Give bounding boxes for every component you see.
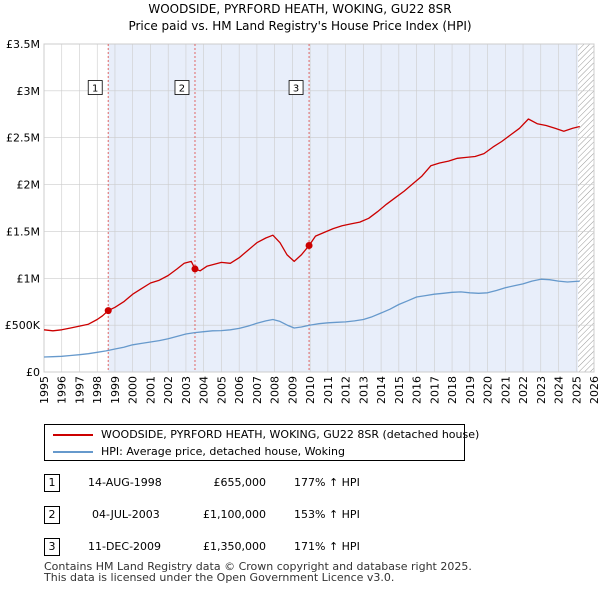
y-tick-label: £2M [17,179,41,192]
y-tick-label: £1.5M [6,225,40,238]
x-tick-label: 1998 [91,376,104,404]
footer-licence: This data is licensed under the Open Gov… [44,571,395,584]
y-tick-label: £2.5M [6,132,40,145]
sale-point [104,307,112,315]
x-tick-label: 2013 [357,376,370,404]
x-tick-label: 2021 [499,376,512,404]
sale-label-box [288,80,304,95]
x-tick-label: 2026 [588,376,600,404]
x-tick-label: 2020 [482,376,495,404]
x-tick-label: 2007 [251,376,264,404]
sale-label-text: 3 [293,84,299,95]
x-tick-label: 2001 [144,376,157,404]
transaction-hpi: 171% ↑ HPI [294,540,360,553]
y-tick-label: £0 [26,366,40,379]
sale-label: 2 [174,80,190,95]
footer: Contains HM Land Registry data © Crown c… [44,561,472,583]
x-tick-label: 2023 [535,376,548,404]
sale-label-text: 2 [179,84,185,95]
sale-label-box [87,80,103,95]
sale-label-box [174,80,190,95]
y-tick-label: £3.5M [6,38,40,51]
x-tick-label: 2016 [411,376,424,404]
transaction-date: 11-DEC-2009 [88,540,162,553]
hpi-line [43,278,580,358]
forecast-hatch [578,44,594,372]
x-tick-label: 2025 [570,376,583,404]
x-tick-label: 2010 [304,376,317,404]
y-tick-label: £3M [17,85,41,98]
x-tick-label: 1996 [56,376,69,404]
transaction-date: 14-AUG-1998 [88,476,162,489]
legend: WOODSIDE, PYRFORD HEATH, WOKING, GU22 8S… [44,424,479,461]
x-tick-label: 2008 [269,376,282,404]
x-tick-label: 1997 [73,376,86,404]
x-tick-label: 2019 [464,376,477,404]
x-tick-label: 2000 [127,376,140,404]
x-tick-label: 2024 [553,376,566,404]
legend-swatch-hpi [53,451,93,453]
transaction-price: £1,350,000 [203,540,266,553]
y-tick-label: £500K [5,319,41,332]
x-tick-label: 2009 [286,376,299,404]
sale-label: 3 [288,80,304,95]
transaction-hpi: 153% ↑ HPI [294,508,360,521]
footer-copyright: Contains HM Land Registry data © Crown c… [44,560,472,573]
x-tick-label: 2003 [180,376,193,404]
property-price-line [43,118,580,332]
x-tick-label: 2005 [215,376,228,404]
transaction-number: 2 [44,506,60,524]
legend-swatch-property [53,434,93,436]
price-chart: 1 2 3 £0 £500K £1M £1.5M £2M £2.5M £3M £3.5M 1995… [5,38,600,404]
x-tick-label: 2018 [446,376,459,404]
x-tick-label: 2017 [428,376,441,404]
chart-title: WOODSIDE, PYRFORD HEATH, WOKING, GU22 8S… [148,2,452,16]
transaction-number: 1 [44,474,60,492]
legend-label-hpi: HPI: Average price, detached house, Woki… [101,445,345,458]
transaction-hpi: 177% ↑ HPI [294,476,360,489]
ownership-shade [108,44,579,372]
transaction-price: £1,100,000 [203,508,266,521]
x-tick-label: 1995 [38,376,51,404]
legend-label-property: WOODSIDE, PYRFORD HEATH, WOKING, GU22 8S… [101,428,480,441]
plot-border [43,43,595,373]
sale-point [191,265,199,273]
transaction-price: £655,000 [213,476,267,489]
x-tick-label: 2022 [517,376,530,404]
x-tick-label: 2004 [198,376,211,404]
x-tick-label: 2014 [375,376,388,404]
chart-subtitle: Price paid vs. HM Land Registry's House … [128,19,472,33]
x-tick-label: 2002 [162,376,175,404]
sale-label-text: 1 [92,84,98,95]
x-tick-label: 2006 [233,376,246,404]
x-tick-label: 2012 [340,376,353,404]
sale-point [305,241,313,249]
transaction-date: 04-JUL-2003 [92,508,160,521]
x-tick-label: 1999 [109,376,122,404]
x-tick-label: 2011 [322,376,335,404]
y-tick-label: £1M [17,272,41,285]
sale-label: 1 [87,80,103,95]
x-tick-label: 2015 [393,376,406,404]
transaction-number: 3 [44,538,60,556]
